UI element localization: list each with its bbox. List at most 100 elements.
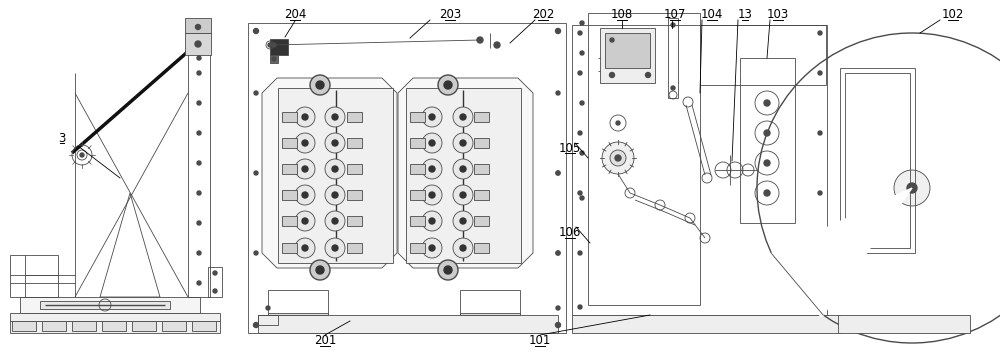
Bar [268, 313, 328, 315]
Circle shape [295, 211, 315, 231]
Circle shape [254, 171, 258, 175]
Bar [72, 321, 96, 331]
Bar [474, 243, 489, 253]
Circle shape [578, 31, 582, 35]
Circle shape [580, 196, 584, 200]
Circle shape [578, 305, 582, 309]
Bar [258, 315, 558, 333]
Circle shape [580, 51, 584, 55]
Circle shape [578, 251, 582, 255]
Text: 105: 105 [559, 142, 581, 155]
Circle shape [325, 185, 345, 205]
Circle shape [316, 81, 324, 89]
Circle shape [556, 171, 560, 175]
Bar [474, 164, 489, 174]
Circle shape [325, 107, 345, 127]
Circle shape [325, 211, 345, 231]
Circle shape [197, 221, 201, 225]
Circle shape [325, 238, 345, 258]
Bar [410, 243, 425, 253]
Bar [600, 28, 655, 83]
Circle shape [460, 218, 466, 224]
Bar [840, 68, 915, 253]
Bar [474, 112, 489, 122]
Circle shape [422, 159, 442, 179]
Circle shape [332, 140, 338, 146]
Circle shape [197, 56, 201, 60]
Bar [208, 267, 222, 297]
Text: 107: 107 [664, 8, 686, 22]
Bar [474, 138, 489, 148]
Circle shape [302, 192, 308, 198]
Circle shape [438, 75, 458, 95]
Bar [668, 18, 678, 98]
Circle shape [422, 107, 442, 127]
Circle shape [316, 266, 324, 274]
Circle shape [460, 192, 466, 198]
Circle shape [302, 218, 308, 224]
Circle shape [302, 245, 308, 251]
Circle shape [302, 166, 308, 172]
Circle shape [422, 185, 442, 205]
Bar [42, 321, 66, 331]
Circle shape [580, 101, 584, 105]
Text: 106: 106 [559, 227, 581, 239]
Circle shape [332, 114, 338, 120]
Circle shape [556, 29, 560, 34]
Circle shape [460, 166, 466, 172]
Text: 104: 104 [701, 8, 723, 22]
Circle shape [580, 151, 584, 155]
Text: 13: 13 [738, 8, 752, 22]
Bar [740, 58, 795, 223]
Circle shape [429, 218, 435, 224]
Bar [347, 216, 362, 226]
Circle shape [556, 323, 560, 328]
Circle shape [615, 155, 621, 161]
Circle shape [764, 160, 770, 166]
Circle shape [602, 142, 634, 174]
Circle shape [332, 192, 338, 198]
Circle shape [332, 218, 338, 224]
Circle shape [197, 101, 201, 105]
Circle shape [80, 153, 84, 157]
Bar [40, 301, 170, 309]
Circle shape [453, 159, 473, 179]
Bar [132, 321, 156, 331]
Circle shape [460, 114, 466, 120]
Bar [347, 138, 362, 148]
Bar [270, 55, 278, 63]
Circle shape [894, 170, 930, 206]
Text: 108: 108 [611, 8, 633, 22]
Bar [282, 138, 297, 148]
Bar [410, 138, 425, 148]
Bar [410, 216, 425, 226]
Circle shape [556, 251, 560, 255]
Circle shape [580, 21, 584, 25]
Circle shape [453, 133, 473, 153]
Circle shape [422, 211, 442, 231]
Circle shape [213, 289, 217, 293]
Circle shape [332, 166, 338, 172]
Circle shape [429, 140, 435, 146]
Circle shape [429, 245, 435, 251]
Circle shape [444, 81, 452, 89]
Circle shape [494, 42, 500, 48]
Circle shape [578, 191, 582, 195]
Circle shape [422, 238, 442, 258]
Circle shape [325, 133, 345, 153]
Circle shape [818, 31, 822, 35]
Circle shape [556, 306, 560, 310]
Circle shape [295, 133, 315, 153]
Circle shape [610, 72, 614, 78]
Circle shape [310, 75, 330, 95]
Bar [12, 321, 36, 331]
Circle shape [254, 29, 258, 34]
Bar [278, 88, 393, 263]
Bar [845, 73, 910, 248]
Circle shape [266, 306, 270, 310]
Bar [10, 313, 220, 321]
Circle shape [429, 166, 435, 172]
Circle shape [453, 211, 473, 231]
Circle shape [254, 91, 258, 95]
Circle shape [429, 114, 435, 120]
